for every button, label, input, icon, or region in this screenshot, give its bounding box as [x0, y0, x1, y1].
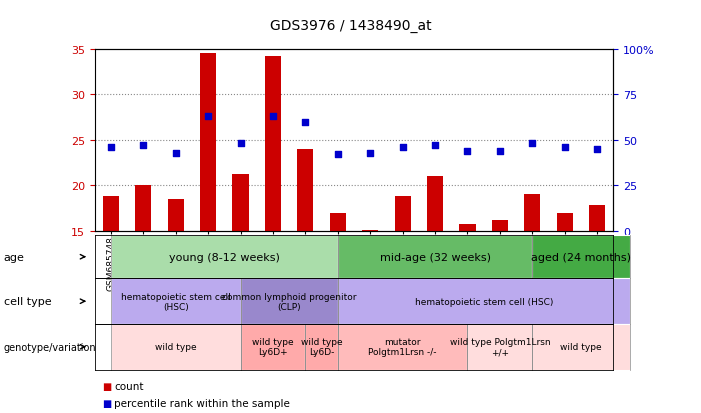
Text: ■: ■ — [102, 381, 111, 391]
Bar — [492, 221, 508, 231]
Bar — [589, 206, 605, 231]
Point — [592, 146, 603, 153]
Bar — [427, 177, 443, 231]
Bar — [297, 150, 313, 231]
Point — [300, 119, 311, 126]
Bar — [557, 213, 573, 231]
Text: aged (24 months): aged (24 months) — [531, 252, 631, 262]
Bar — [233, 175, 249, 231]
Bar — [329, 213, 346, 231]
Text: mid-age (32 weeks): mid-age (32 weeks) — [379, 252, 491, 262]
Bar — [524, 195, 540, 231]
Point — [559, 145, 571, 151]
Point — [203, 114, 214, 120]
Text: mutator
Polgtm1Lrsn -/-: mutator Polgtm1Lrsn -/- — [369, 337, 437, 356]
Text: common lymphoid progenitor
(CLP): common lymphoid progenitor (CLP) — [222, 292, 356, 311]
Point — [462, 148, 473, 154]
Point — [235, 141, 246, 147]
Text: ■: ■ — [102, 398, 111, 408]
Text: wild type
Ly6D+: wild type Ly6D+ — [252, 337, 294, 356]
Point — [430, 142, 441, 149]
Point — [170, 150, 182, 157]
Text: percentile rank within the sample: percentile rank within the sample — [114, 398, 290, 408]
Bar — [200, 54, 216, 231]
Text: wild type: wild type — [560, 342, 601, 351]
Text: wild type: wild type — [155, 342, 196, 351]
Text: young (8-12 weeks): young (8-12 weeks) — [169, 252, 280, 262]
Point — [267, 114, 278, 120]
Bar — [362, 230, 379, 231]
Point — [494, 148, 505, 154]
Text: age: age — [4, 252, 25, 262]
Bar — [168, 199, 184, 231]
Bar — [265, 57, 281, 231]
Bar — [459, 224, 475, 231]
Bar — [395, 197, 411, 231]
Point — [137, 142, 149, 149]
Text: hematopoietic stem cell
(HSC): hematopoietic stem cell (HSC) — [121, 292, 231, 311]
Bar — [103, 197, 119, 231]
Text: hematopoietic stem cell (HSC): hematopoietic stem cell (HSC) — [414, 297, 553, 306]
Bar — [135, 186, 151, 231]
Point — [397, 145, 408, 151]
Text: genotype/variation: genotype/variation — [4, 342, 96, 352]
Text: wild type Polgtm1Lrsn
+/+: wild type Polgtm1Lrsn +/+ — [449, 337, 550, 356]
Text: wild type
Ly6D-: wild type Ly6D- — [301, 337, 342, 356]
Point — [105, 145, 116, 151]
Text: GDS3976 / 1438490_at: GDS3976 / 1438490_at — [270, 19, 431, 33]
Point — [332, 152, 343, 158]
Text: cell type: cell type — [4, 297, 51, 306]
Point — [526, 141, 538, 147]
Text: count: count — [114, 381, 144, 391]
Point — [365, 150, 376, 157]
